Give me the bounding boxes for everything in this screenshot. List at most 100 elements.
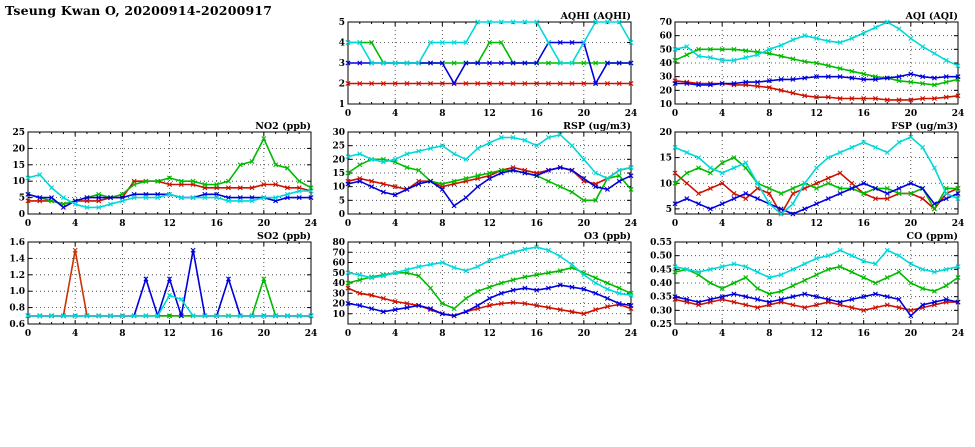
x-tick-label: 8 <box>119 329 125 339</box>
series-markers-cyan <box>672 247 961 281</box>
series-markers-cyan <box>672 19 961 69</box>
y-tick-label: 0.35 <box>650 293 672 303</box>
x-tick-label: 16 <box>857 329 870 339</box>
y-tick-label: 5 <box>19 194 25 204</box>
x-tick-label: 20 <box>905 219 918 229</box>
series-markers-red <box>672 170 961 217</box>
y-tick-label: 0.8 <box>9 304 25 314</box>
y-tick-label: 50 <box>659 45 672 55</box>
x-tick-label: 8 <box>766 219 772 229</box>
y-tick-label: 0.40 <box>650 279 672 289</box>
x-tick-label: 0 <box>25 219 31 229</box>
chart-title: RSP (ug/m3) <box>563 121 631 132</box>
x-tick-label: 16 <box>530 329 543 339</box>
y-tick-label: 20 <box>659 86 672 96</box>
y-tick-label: 10 <box>12 177 25 187</box>
x-tick-label: 16 <box>530 109 543 119</box>
series-markers-blue <box>345 282 634 319</box>
y-tick-label: 1.6 <box>9 238 25 248</box>
y-tick-label: 15 <box>12 161 25 171</box>
x-tick-label: 12 <box>483 219 496 229</box>
x-tick-label: 20 <box>905 329 918 339</box>
y-tick-label: 30 <box>332 128 345 138</box>
x-tick-label: 0 <box>345 219 351 229</box>
y-tick-label: 70 <box>659 18 672 28</box>
x-tick-label: 8 <box>439 219 445 229</box>
series-markers-cyan <box>672 134 961 217</box>
chart-svg-so2: 0.6 0.8 1.0 1.2 1.4 1.6 0 4 8 12 16 20 24 SO2 (ppb) <box>9 231 318 339</box>
x-tick-label: 8 <box>439 109 445 119</box>
x-tick-label: 12 <box>810 109 823 119</box>
y-tick-label: 0 <box>19 210 25 220</box>
x-tick-label: 24 <box>952 329 965 339</box>
series-markers-red <box>672 78 961 103</box>
y-tick-label: 20 <box>12 144 25 154</box>
y-tick-label: 20 <box>659 128 672 138</box>
page-title: Tseung Kwan O, 20200914-20200917 <box>5 3 273 18</box>
x-tick-label: 8 <box>766 329 772 339</box>
y-tick-label: 10 <box>659 100 672 110</box>
y-tick-label: 25 <box>12 128 25 138</box>
chart-rsp: 0 5 10 15 20 25 30 0 4 8 12 16 20 24 RSP (ug/m3) <box>320 119 638 231</box>
y-tick-label: 0.50 <box>650 252 672 262</box>
series-markers-blue <box>672 291 961 319</box>
chart-title: SO2 (ppb) <box>257 231 311 242</box>
y-tick-label: 1.0 <box>9 287 25 297</box>
y-tick-label: 10 <box>332 183 345 193</box>
x-tick-label: 0 <box>345 109 351 119</box>
x-tick-label: 4 <box>719 219 725 229</box>
x-tick-label: 24 <box>625 329 638 339</box>
chart-svg-fsp: 5 10 15 20 0 4 8 12 16 20 24 FSP (ug/m3) <box>659 121 965 229</box>
y-tick-label: 5 <box>339 18 345 28</box>
x-tick-label: 24 <box>305 219 318 229</box>
y-tick-label: 20 <box>332 155 345 165</box>
chart-svg-rsp: 0 5 10 15 20 25 30 0 4 8 12 16 20 24 RSP (ug/m3) <box>332 121 638 229</box>
chart-so2: 0.6 0.8 1.0 1.2 1.4 1.6 0 4 8 12 16 20 24 SO2 (ppb) <box>0 229 318 341</box>
y-tick-label: 0.25 <box>650 320 672 330</box>
chart-fsp: 5 10 15 20 0 4 8 12 16 20 24 FSP (ug/m3) <box>647 119 965 231</box>
series-markers-green <box>25 136 314 207</box>
y-tick-label: 1.2 <box>9 271 25 281</box>
chart-svg-no2: 0 5 10 15 20 25 0 4 8 12 16 20 24 NO2 (ppb) <box>12 121 318 229</box>
y-tick-label: 0.6 <box>9 320 25 330</box>
y-tick-label: 60 <box>659 32 672 42</box>
x-tick-label: 4 <box>719 109 725 119</box>
x-tick-label: 4 <box>392 109 398 119</box>
x-tick-label: 24 <box>305 329 318 339</box>
y-tick-label: 3 <box>339 59 345 69</box>
x-tick-label: 24 <box>625 219 638 229</box>
x-tick-label: 12 <box>163 329 176 339</box>
y-tick-label: 10 <box>332 310 345 320</box>
x-tick-label: 16 <box>857 109 870 119</box>
y-tick-label: 15 <box>659 154 672 164</box>
chart-title: AQI (AQI) <box>905 11 958 22</box>
x-tick-label: 20 <box>258 219 271 229</box>
x-tick-label: 0 <box>672 109 678 119</box>
x-tick-label: 12 <box>163 219 176 229</box>
chart-aqhi: 1 2 3 4 5 0 4 8 12 16 20 24 AQHI (AQHI) <box>320 9 638 121</box>
x-tick-label: 8 <box>119 219 125 229</box>
y-tick-label: 30 <box>659 73 672 83</box>
x-tick-label: 4 <box>72 219 78 229</box>
series-markers-blue <box>345 165 634 209</box>
x-tick-label: 8 <box>766 109 772 119</box>
series-markers-cyan <box>345 132 634 181</box>
y-tick-label: 40 <box>332 279 345 289</box>
y-tick-label: 15 <box>332 169 345 179</box>
series-markers-green <box>672 46 961 88</box>
y-tick-label: 0.55 <box>650 238 672 248</box>
series-line-red <box>28 250 311 317</box>
x-tick-label: 4 <box>392 219 398 229</box>
series-markers-cyan <box>25 172 314 210</box>
x-tick-label: 0 <box>25 329 31 339</box>
series-markers-blue <box>672 71 961 88</box>
y-tick-label: 60 <box>332 259 345 269</box>
x-tick-label: 12 <box>483 329 496 339</box>
x-tick-label: 20 <box>578 219 591 229</box>
series-markers-red <box>672 296 961 313</box>
y-tick-label: 70 <box>332 248 345 258</box>
x-tick-label: 24 <box>952 219 965 229</box>
y-tick-label: 4 <box>339 39 345 49</box>
x-tick-label: 16 <box>210 219 223 229</box>
